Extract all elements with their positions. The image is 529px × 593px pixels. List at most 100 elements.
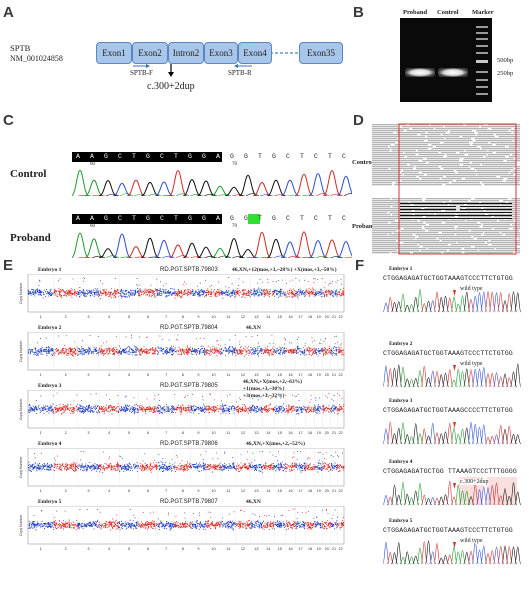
control-peak — [238, 174, 258, 196]
segment-exon3: Exon3 — [204, 42, 238, 64]
control-peak — [210, 185, 230, 196]
seq-peak — [480, 545, 488, 565]
cnv-embryo-id: RD.PGT.SPTB.79806 — [160, 441, 218, 447]
proband-peak — [210, 247, 230, 258]
proband-peak — [238, 248, 258, 258]
cnv-chrom-tick: 18 — [308, 547, 312, 551]
seq-peak — [429, 422, 437, 445]
cnv-chrom-tick: 6 — [147, 547, 149, 551]
cnv-chrom-tick: 13 — [254, 373, 258, 377]
seq-embryo-bases: CTGGAGAGATGCTGGTAAAGTCCCTTCTGTGG — [383, 275, 513, 282]
seq-peak — [420, 428, 428, 445]
cnv-embryo-id: RD.PGT.SPTB.79803 — [160, 267, 218, 273]
cnv-chrom-tick: 16 — [288, 547, 292, 551]
control-base: T — [328, 153, 332, 160]
cnv-embryo-karyotype: 46,XN,+X(mos,+2,~63%) — [243, 379, 302, 385]
cnv-chrom-tick: 17 — [298, 489, 302, 493]
cnv-chrom-tick: 17 — [298, 547, 302, 551]
cnv-chrom-tick: 14 — [266, 547, 270, 551]
seq-peak — [416, 547, 424, 565]
gel-marker-ladder — [476, 26, 488, 95]
cnv-chrom-tick: 10 — [211, 315, 215, 319]
seq-peak — [510, 291, 517, 313]
control-peak — [98, 180, 118, 196]
cnv-chrom-tick: 19 — [317, 489, 321, 493]
seq-embryo-title: Embryo 2 — [389, 341, 413, 347]
cnv-chrom-tick: 10 — [211, 373, 215, 377]
proband-base: C — [314, 215, 318, 222]
chromatogram-label-control: Control — [10, 168, 47, 180]
cnv-chrom-tick: 20 — [325, 547, 329, 551]
seq-peak — [442, 372, 449, 388]
seq-variant-arrow — [453, 422, 456, 428]
seq-peak — [450, 427, 458, 445]
control-base: G — [244, 153, 248, 160]
cnv-chrom-tick: 12 — [241, 547, 245, 551]
cnv-embryo-id: RD.PGT.SPTB.79805 — [160, 383, 218, 389]
seq-peak — [480, 366, 488, 388]
seq-peak — [505, 293, 513, 313]
seq-peak — [425, 540, 432, 565]
cnv-embryo-title: Embryo 2 — [38, 325, 62, 331]
cnv-chrom-tick: 20 — [325, 373, 329, 377]
seq-peak — [420, 365, 428, 388]
cnv-chrom-tick: 18 — [308, 373, 312, 377]
seq-peak — [403, 551, 411, 565]
variant-label: c.300+2dup — [147, 81, 195, 92]
seq-peak — [497, 424, 505, 445]
segment-exon4: Exon4 — [238, 42, 272, 64]
cnv-chrom-tick: 18 — [308, 431, 312, 435]
seq-peak — [446, 480, 454, 506]
proband-base: G — [244, 215, 248, 222]
cnv-y-axis-label: Copy Number — [19, 398, 23, 420]
seq-peak — [383, 494, 390, 506]
cnv-chrom-tick: 5 — [128, 373, 130, 377]
seq-embryo-trace — [383, 540, 522, 565]
cnv-chrom-tick: 6 — [147, 431, 149, 435]
cnv-chrom-tick: 19 — [317, 547, 321, 551]
gene-structure-lines — [133, 52, 300, 77]
seq-peak — [412, 423, 420, 445]
cnv-chrom-tick: 9 — [197, 489, 199, 493]
seq-embryo-trace — [383, 363, 522, 388]
seq-embryo-call: c.300+2dup — [460, 479, 489, 485]
cnv-embryo-id: RD.PGT.SPTB.79804 — [160, 325, 218, 331]
control-base: A — [216, 153, 220, 160]
cnv-chrom-tick: 5 — [128, 489, 130, 493]
seq-peak — [459, 550, 466, 565]
control-peak — [266, 179, 286, 196]
cnv-chrom-tick: 2 — [65, 431, 67, 435]
cnv-chrom-tick: 10 — [211, 489, 215, 493]
seq-variant-arrow — [453, 365, 456, 371]
seq-embryo-bases: CTGGAGAGATGCTGGTAAAGCCCCTTCTGTGG — [383, 407, 513, 414]
seq-peak — [416, 288, 424, 313]
seq-embryo-bases: CTGGAGAGATGCTGGTAAAGTCCCTTCTGTGG — [383, 350, 513, 357]
control-base: C — [160, 153, 164, 160]
cnv-chrom-tick: 13 — [254, 315, 258, 319]
seq-peak — [391, 484, 398, 506]
cnv-chrom-tick: 21 — [332, 373, 336, 377]
cnv-chrom-tick: 16 — [288, 431, 292, 435]
cnv-chrom-tick: 3 — [87, 315, 89, 319]
seq-peak — [514, 363, 522, 388]
cnv-chrom-tick: 13 — [254, 489, 258, 493]
cnv-chrom-tick: 21 — [332, 547, 336, 551]
cnv-chrom-tick: 9 — [197, 431, 199, 435]
cnv-chrom-tick: 2 — [65, 315, 67, 319]
proband-peak — [252, 231, 272, 258]
segment-exon35: Exon35 — [299, 42, 343, 64]
igv-reads — [372, 123, 520, 255]
seq-embryo-call: wild type — [460, 361, 483, 367]
gel-band-proband — [405, 68, 435, 77]
cnv-chrom-tick: 15 — [278, 489, 282, 493]
seq-peak — [463, 490, 471, 506]
segment-exon2: Exon2 — [132, 42, 168, 64]
seq-peak — [493, 482, 500, 506]
seq-peak — [463, 427, 471, 445]
cnv-chrom-tick: 5 — [128, 315, 130, 319]
control-peak — [140, 181, 160, 196]
seq-embryo-call: wild type — [460, 286, 483, 292]
control-pos-right: 70 — [232, 162, 237, 167]
